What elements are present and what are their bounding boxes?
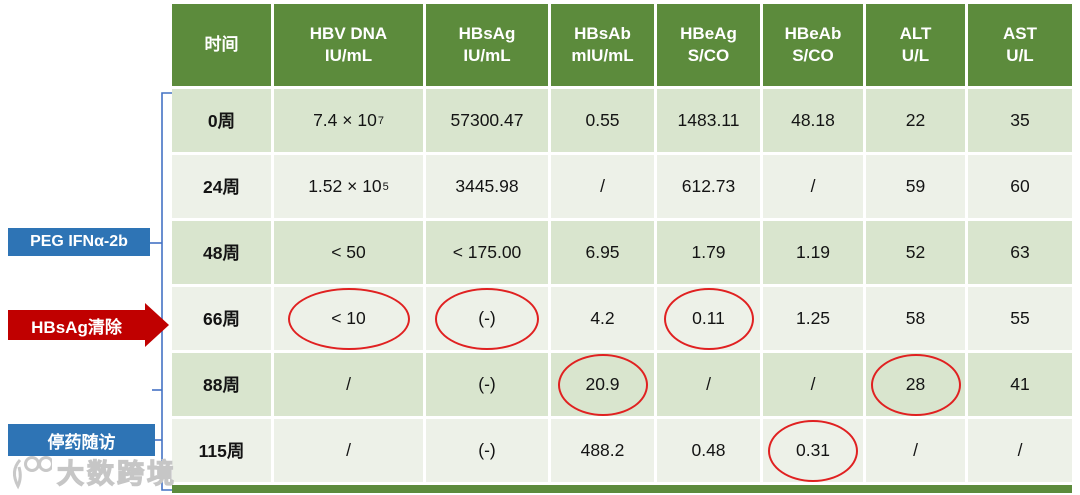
- highlight-ellipse: [870, 353, 961, 416]
- column-header: HBV DNA IU/mL: [274, 4, 423, 86]
- column-header-unit: S/CO: [687, 46, 730, 65]
- watermark: 大数跨境: [6, 452, 177, 491]
- table-cell: 63: [968, 221, 1072, 284]
- column-header: HBeAg S/CO: [657, 4, 760, 86]
- column-header: 时间: [172, 4, 271, 86]
- column-header: AST U/L: [968, 4, 1072, 86]
- table-cell: < 50: [274, 221, 423, 284]
- column-header-unit: IU/mL: [324, 46, 373, 65]
- table-cell: 20.9: [551, 353, 654, 416]
- column-header-name: AST: [1003, 24, 1037, 44]
- row-time-label: 0周: [172, 89, 271, 152]
- column-header-unit: U/L: [1006, 46, 1034, 65]
- table-cell: 612.73: [657, 155, 760, 218]
- right-arrow-icon: [145, 303, 169, 347]
- watermark-text: 大数跨境: [56, 458, 177, 489]
- table-cell: 28: [866, 353, 965, 416]
- table-cell: /: [968, 419, 1072, 482]
- column-header: ALT U/L: [866, 4, 965, 86]
- table-cell: 55: [968, 287, 1072, 350]
- watermark-logo-icon: [13, 455, 52, 489]
- column-header: HBeAb S/CO: [763, 4, 863, 86]
- treatment-label: PEG IFNα-2b: [8, 228, 150, 256]
- column-header-unit: mIU/mL: [571, 46, 634, 65]
- table-cell: 7.4 × 10 7: [274, 89, 423, 152]
- table-cell: /: [657, 353, 760, 416]
- highlight-ellipse: [434, 287, 540, 350]
- table-cell: 57300.47: [426, 89, 548, 152]
- table-cell: 488.2: [551, 419, 654, 482]
- column-header-name: HBeAg: [680, 24, 737, 44]
- table-cell: 35: [968, 89, 1072, 152]
- column-header-name: HBsAg: [458, 24, 516, 44]
- clearance-label-text: HBsAg清除: [8, 310, 145, 340]
- table-cell: (-): [426, 419, 548, 482]
- table-cell: /: [763, 155, 863, 218]
- row-time-label: 66周: [172, 287, 271, 350]
- table-cell: 0.55: [551, 89, 654, 152]
- column-header: HBsAg IU/mL: [426, 4, 548, 86]
- table-cell: 48.18: [763, 89, 863, 152]
- row-time-label: 24周: [172, 155, 271, 218]
- table-cell: /: [763, 353, 863, 416]
- row-time-label: 48周: [172, 221, 271, 284]
- table-cell: 22: [866, 89, 965, 152]
- table-cell: < 175.00: [426, 221, 548, 284]
- table-cell: 52: [866, 221, 965, 284]
- clearance-arrow-label: HBsAg清除: [8, 303, 169, 347]
- table-cell: (-): [426, 287, 548, 350]
- table-cell: 6.95: [551, 221, 654, 284]
- column-header-unit: IU/mL: [463, 46, 511, 65]
- column-header-name: HBeAb: [784, 24, 842, 44]
- table-cell: 1.79: [657, 221, 760, 284]
- table-cell: 1.19: [763, 221, 863, 284]
- data-table: 时间 HBV DNA IU/mL HBsAg IU/mL HBsAb mIU/mL HBeAg…: [172, 4, 1072, 493]
- table-cell: /: [274, 353, 423, 416]
- column-header: HBsAb mIU/mL: [551, 4, 654, 86]
- table-cell: 1483.11: [657, 89, 760, 152]
- table-cell: (-): [426, 353, 548, 416]
- highlight-ellipse: [768, 419, 858, 482]
- column-header-unit: S/CO: [792, 46, 834, 65]
- table-cell: 41: [968, 353, 1072, 416]
- table-cell: /: [551, 155, 654, 218]
- table-cell: 1.25: [763, 287, 863, 350]
- table-bottom-bar: [172, 485, 1072, 493]
- followup-label: 停药随访: [8, 424, 155, 456]
- column-header-name: HBsAb: [574, 24, 631, 44]
- table-cell: 4.2: [551, 287, 654, 350]
- timeline-bracket: [150, 92, 172, 491]
- column-header-unit: U/L: [901, 46, 930, 65]
- highlight-ellipse: [557, 353, 648, 416]
- table-cell: 0.31: [763, 419, 863, 482]
- table-cell: 60: [968, 155, 1072, 218]
- column-header-name: HBV DNA: [309, 24, 388, 44]
- table-cell: 1.52 × 10 5: [274, 155, 423, 218]
- row-time-label: 115周: [172, 419, 271, 482]
- column-header-name: 时间: [204, 35, 239, 55]
- table-cell: 58: [866, 287, 965, 350]
- highlight-ellipse: [663, 287, 754, 350]
- table-cell: 0.11: [657, 287, 760, 350]
- table-cell: 0.48: [657, 419, 760, 482]
- table-cell: /: [866, 419, 965, 482]
- row-time-label: 88周: [172, 353, 271, 416]
- column-header-name: ALT: [899, 24, 932, 44]
- table-cell: 3445.98: [426, 155, 548, 218]
- table-cell: /: [274, 419, 423, 482]
- highlight-ellipse: [287, 287, 410, 350]
- table-cell: < 10: [274, 287, 423, 350]
- table-cell: 59: [866, 155, 965, 218]
